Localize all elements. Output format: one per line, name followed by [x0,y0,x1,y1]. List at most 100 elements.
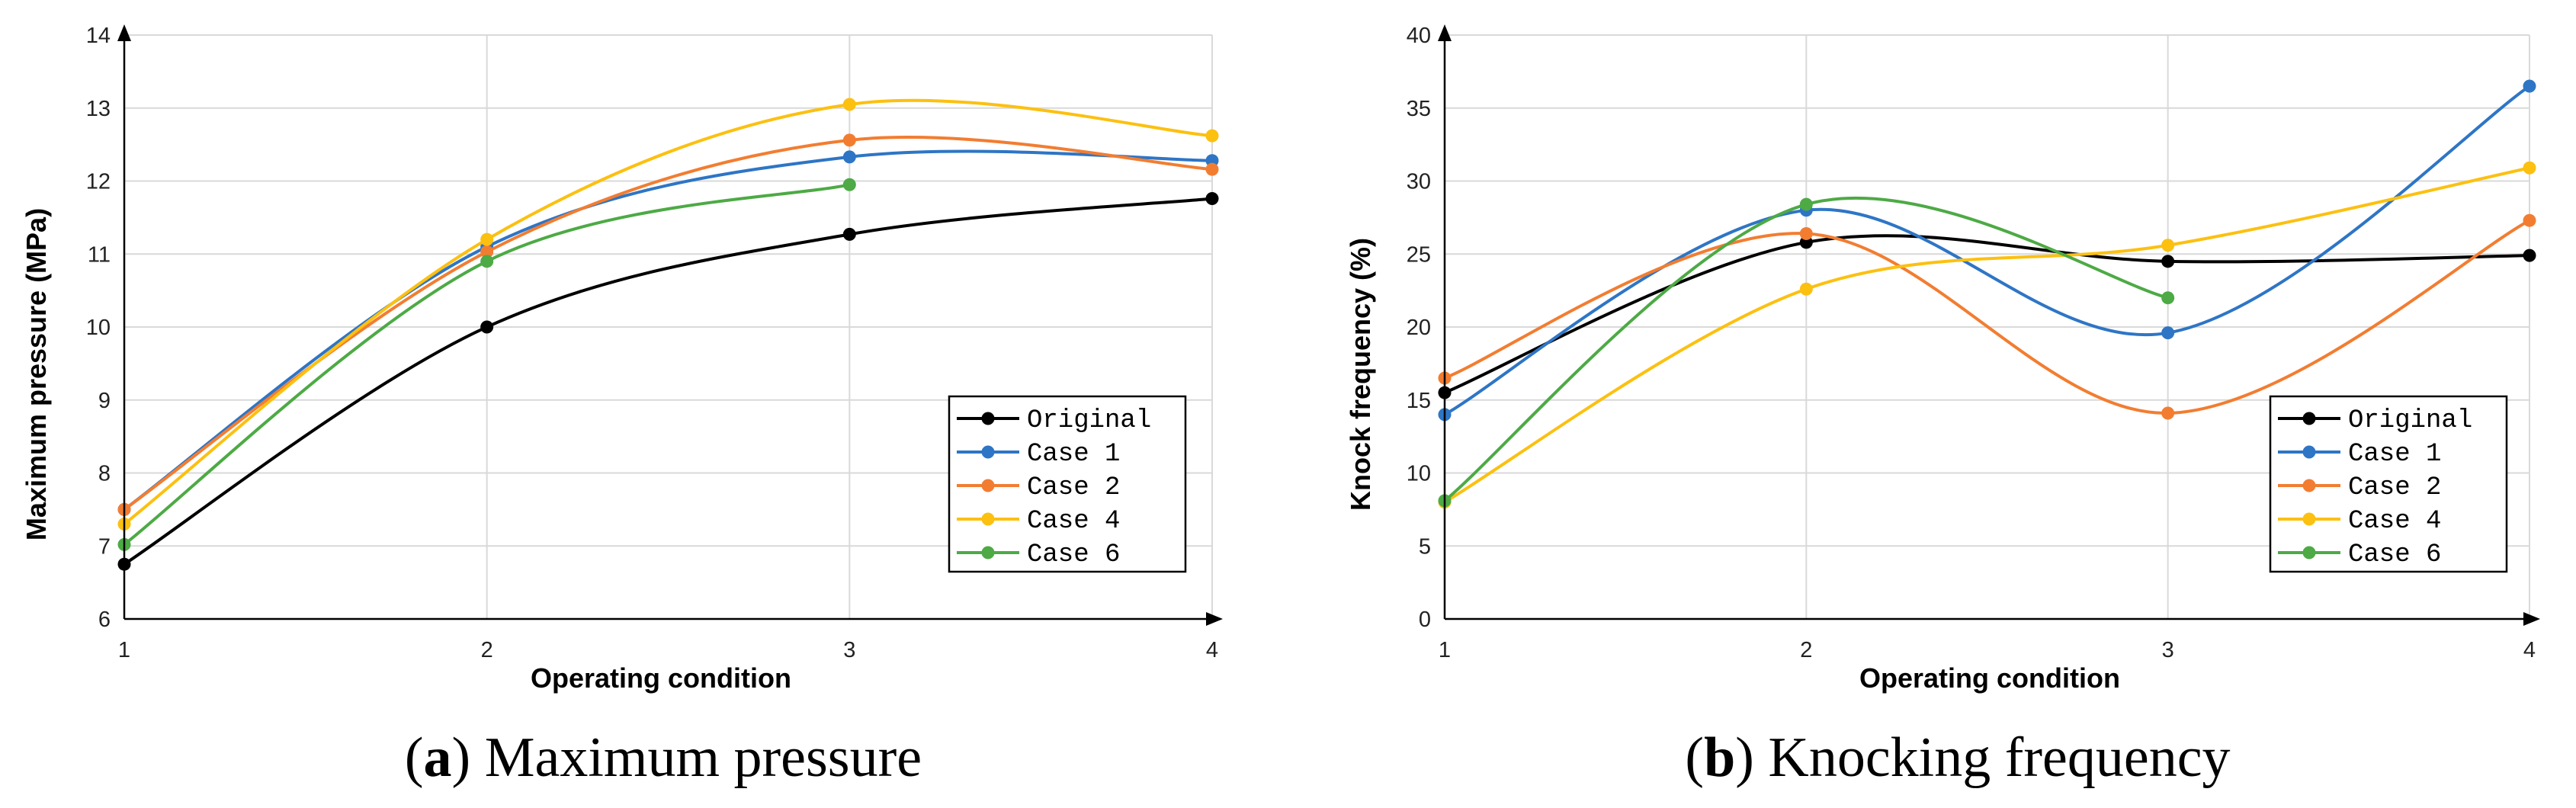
y-tick-label: 0 [1419,608,1431,632]
legend-swatch-marker-case-1 [2302,445,2316,459]
x-tick-label: 1 [118,638,130,662]
data-point-original [1205,191,1219,205]
panel-b-series [1438,79,2536,509]
data-point-case-6 [2161,291,2175,305]
y-tick-label: 5 [1419,534,1431,559]
y-tick-label: 10 [1407,462,1431,486]
data-point-case-2 [480,245,494,258]
panel-a-caption-letter: a [424,726,452,789]
panel-a-y-axis-title: Maximum pressure (MPa) [21,208,52,540]
x-tick-label: 3 [2162,638,2174,662]
x-axis-arrow [2523,612,2540,626]
series-line-case-4 [123,98,1214,526]
panel-a-y-ticks: 6 7 8 9 10 11 12 13 14 [86,24,111,632]
data-point-case-6 [842,178,856,191]
data-point-case-2 [2161,406,2175,420]
legend-label-case-1: Case 1 [2348,440,2441,469]
data-point-original [2161,255,2175,268]
legend-label-case-2: Case 2 [1027,473,1120,502]
y-axis-arrow [117,24,131,41]
series-line-case-6 [1443,196,2170,502]
panel-a-x-axis-title: Operating condition [531,662,791,694]
series-line-case-1 [123,149,1214,511]
data-point-case-4 [1799,282,1813,296]
series-case-6 [117,178,856,551]
panel-b-caption-letter: b [1704,726,1735,789]
x-tick-label: 2 [481,638,493,662]
y-tick-label: 14 [86,24,111,48]
legend-label-case-4: Case 4 [2348,507,2441,536]
panel-b-y-axis-title: Knock frequency (%) [1345,238,1376,511]
legend-label-case-6: Case 6 [1027,540,1120,569]
legend-swatch-marker-case-6 [981,546,995,560]
data-point-case-1 [2523,79,2536,93]
x-tick-label: 4 [1206,638,1218,662]
legend-label-original: Original [1027,406,1151,435]
y-tick-label: 40 [1407,24,1431,48]
x-tick-label: 2 [1800,638,1812,662]
data-point-case-6 [480,255,494,268]
panel-b-caption-title: Knocking frequency [1768,726,2230,789]
series-line-original [123,197,1214,566]
panel-a-legend: Original Case 1 Case 2 Case 4 Case 6 [948,395,1187,573]
panel-a-caption: (a) Maximum pressure [405,726,922,789]
series-original [117,191,1219,571]
y-tick-label: 30 [1407,170,1431,194]
y-tick-label: 6 [98,608,111,632]
legend-swatch-marker-case-2 [2302,479,2316,492]
y-tick-label: 25 [1407,242,1431,267]
data-point-case-1 [842,150,856,164]
data-point-original [2523,248,2536,262]
x-tick-label: 4 [2523,638,2536,662]
y-axis-arrow [1438,24,1452,41]
series-line-case-2 [123,136,1214,511]
y-tick-label: 11 [88,242,111,267]
legend-label-original: Original [2348,406,2472,435]
legend-label-case-4: Case 4 [1027,507,1120,536]
panel-b-y-ticks: 0 5 10 15 20 25 30 35 40 [1407,24,1431,632]
panel-b-x-axis-title: Operating condition [1859,662,2120,694]
panel-b-axes [1438,24,2540,626]
panel-b-caption: (b) Knocking frequency [1685,726,2230,789]
data-point-case-4 [2161,239,2175,252]
panel-b-x-ticks: 1 2 3 4 [1439,638,2536,662]
legend-swatch-marker-case-1 [981,445,995,459]
x-axis-arrow [1206,612,1223,626]
data-point-case-2 [2523,213,2536,227]
data-point-case-4 [1205,129,1219,143]
y-tick-label: 35 [1407,97,1431,121]
legend-swatch-marker-case-4 [981,512,995,526]
series-case-2 [117,133,1219,516]
data-point-case-4 [842,98,856,111]
panel-a-series [117,98,1219,571]
series-case-1 [1438,79,2536,422]
y-tick-label: 9 [98,389,111,413]
panel-b-legend: Original Case 1 Case 2 Case 4 Case 6 [2269,395,2508,573]
panel-b-knocking-frequency: 0 5 10 15 20 25 30 35 40 1 2 3 4 Operating conditio… [1345,24,2540,789]
y-tick-label: 8 [98,462,111,486]
x-tick-label: 3 [843,638,855,662]
legend-label-case-2: Case 2 [2348,473,2441,502]
legend-swatch-marker-case-6 [2302,546,2316,560]
legend-swatch-marker-case-4 [2302,512,2316,526]
series-line-case-4 [1443,166,2531,504]
legend-swatch-marker-original [981,412,995,425]
y-tick-label: 7 [98,534,111,559]
series-line-case-1 [1443,85,2531,416]
series-case-4 [117,98,1219,531]
series-case-2 [1438,213,2536,420]
series-case-6 [1438,196,2175,508]
series-line-case-2 [1443,219,2531,415]
data-point-case-4 [480,232,494,246]
legend-swatch-marker-original [2302,412,2316,425]
series-line-original [1443,234,2531,395]
y-tick-label: 10 [86,316,111,340]
y-tick-label: 12 [86,170,111,194]
data-point-case-1 [2161,326,2175,340]
data-point-original [480,320,494,334]
panel-a-caption-title: Maximum pressure [485,726,922,789]
panel-a-axes [117,24,1223,626]
data-point-case-2 [842,133,856,147]
data-point-case-2 [1205,162,1219,176]
